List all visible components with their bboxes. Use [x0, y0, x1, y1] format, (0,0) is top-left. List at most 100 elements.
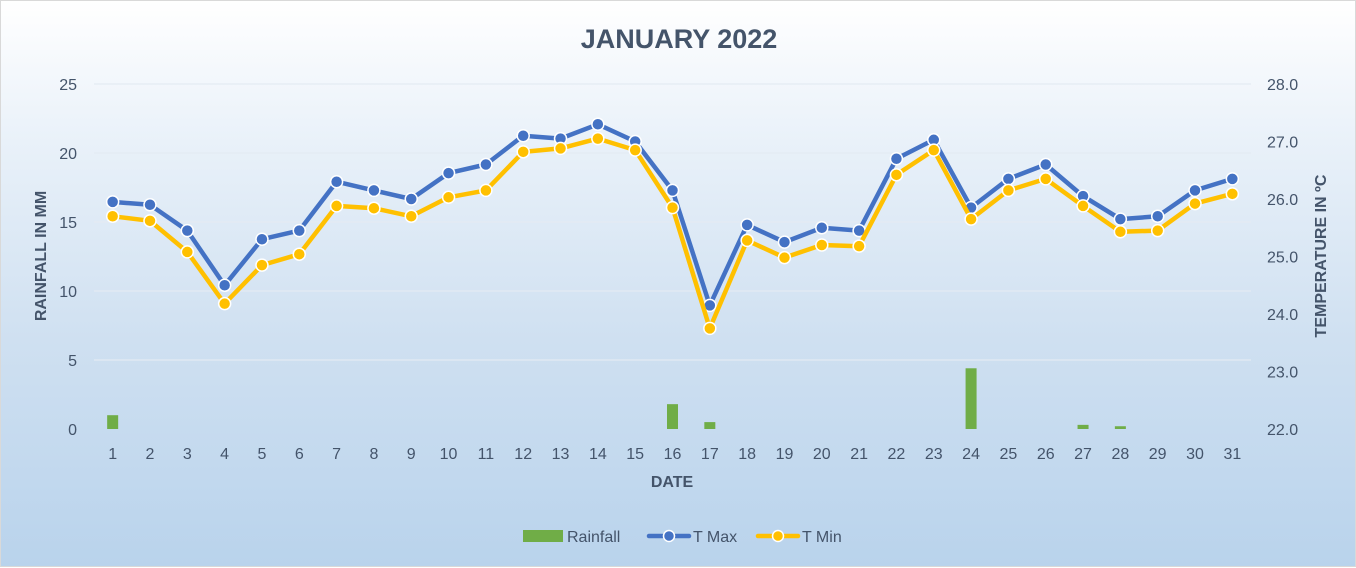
y2-tick-label: 26.0: [1267, 192, 1298, 209]
x-tick-label: 8: [369, 446, 378, 463]
x-tick-label: 26: [1037, 446, 1055, 463]
x-tick-label: 30: [1186, 446, 1204, 463]
t-max-point: [292, 223, 307, 238]
x-axis-title: DATE: [651, 474, 694, 491]
temperature-lines: [105, 117, 1240, 336]
t-min-point: [217, 296, 232, 311]
rainfall-bar: [667, 404, 678, 429]
x-tick-label: 6: [295, 446, 304, 463]
chart-title: JANUARY 2022: [581, 24, 778, 54]
legend-t-min-marker: [771, 529, 785, 543]
x-tick-label: 4: [220, 446, 229, 463]
rainfall-bar: [965, 368, 977, 429]
t-max-point: [180, 223, 195, 238]
y2-axis-title: TEMPERATURE IN ºC: [1313, 174, 1330, 337]
t-min-point: [143, 214, 157, 228]
t-max-point: [1038, 157, 1053, 172]
y-tick-label: 20: [59, 146, 77, 163]
t-max-point: [591, 117, 605, 131]
legend: Rainfall T Max T Min: [523, 529, 842, 546]
t-min-point: [777, 250, 792, 265]
y2-tick-label: 23.0: [1267, 365, 1298, 382]
t-max-point: [815, 221, 829, 235]
x-tick-label: 12: [514, 446, 532, 463]
x-tick-label: 11: [478, 446, 495, 463]
t-max-point: [217, 278, 232, 292]
t-min-point: [927, 143, 941, 157]
t-max-point: [143, 198, 157, 212]
x-tick-label: 16: [664, 446, 682, 463]
t-min-point: [367, 201, 381, 215]
x-tick-label: 13: [552, 446, 570, 463]
x-tick-label: 3: [183, 446, 192, 463]
t-min-point: [740, 233, 754, 248]
x-tick-label: 29: [1149, 446, 1167, 463]
x-tick-label: 27: [1074, 446, 1092, 463]
t-min-point: [255, 258, 269, 272]
t-max-point: [1188, 183, 1202, 198]
legend-rainfall-swatch: [523, 530, 563, 542]
x-tick-label: 19: [776, 446, 794, 463]
t-min-point: [516, 145, 530, 159]
t-min-point: [404, 209, 418, 223]
t-min-point: [553, 141, 568, 156]
t-min-point: [1076, 199, 1090, 213]
y-tick-label: 5: [68, 353, 77, 370]
t-max-point: [329, 175, 344, 189]
x-tick-label: 22: [888, 446, 906, 463]
x-tick-label: 9: [407, 446, 416, 463]
gridlines: [94, 83, 1251, 361]
y-tick-label: 15: [59, 215, 77, 232]
x-tick-label: 25: [1000, 446, 1018, 463]
t-max-point: [1225, 172, 1240, 186]
t-min-point: [479, 183, 493, 198]
t-max-point: [777, 235, 792, 249]
t-max-point: [1001, 172, 1016, 186]
t-min-point: [852, 239, 866, 253]
t-max-point: [889, 152, 904, 166]
t-min-point: [292, 247, 307, 261]
x-tick-label: 18: [738, 446, 756, 463]
x-tick-label: 5: [257, 446, 266, 463]
rainfall-bar: [1077, 424, 1089, 429]
x-tick-label: 23: [925, 446, 943, 463]
t-min-point: [889, 168, 904, 182]
y2-tick-label: 24.0: [1267, 307, 1298, 324]
x-tick-label: 7: [332, 446, 341, 463]
t-max-point: [479, 157, 493, 172]
rainfall-bars: [107, 368, 1126, 429]
y2-tick-label: 25.0: [1267, 250, 1298, 267]
t-min-point: [1225, 187, 1240, 201]
x-tick-label: 15: [626, 446, 644, 463]
t-min-point: [105, 209, 120, 223]
x-tick-label: 21: [850, 446, 868, 463]
legend-t-max-label: T Max: [693, 529, 737, 546]
t-max-point: [1150, 209, 1165, 223]
t-min-point: [1038, 172, 1053, 186]
y-tick-label: 25: [59, 77, 77, 94]
rainfall-bar: [107, 415, 119, 429]
t-min-point: [591, 131, 605, 146]
x-tick-label: 28: [1111, 446, 1129, 463]
t-max-point: [105, 195, 120, 209]
t-max-point: [665, 183, 680, 198]
t-min-point: [329, 199, 344, 213]
y-axis-title: RAINFALL IN MM: [33, 191, 50, 321]
y-tick-label: 10: [59, 284, 77, 301]
t-max-point: [255, 232, 269, 246]
t-min-point: [441, 190, 456, 205]
legend-rainfall-label: Rainfall: [567, 529, 620, 546]
x-tick-label: 2: [146, 446, 155, 463]
t-min-point: [1150, 223, 1165, 238]
x-tick-label: 20: [813, 446, 831, 463]
x-tick-label: 17: [701, 446, 719, 463]
t-max-point: [367, 183, 381, 198]
t-min-point: [665, 200, 680, 215]
t-min-point: [1188, 196, 1202, 211]
y2-tick-label: 27.0: [1267, 135, 1298, 152]
t-min-point: [1001, 183, 1016, 198]
t-min-point: [815, 238, 829, 252]
y2-tick-label: 22.0: [1267, 422, 1298, 439]
